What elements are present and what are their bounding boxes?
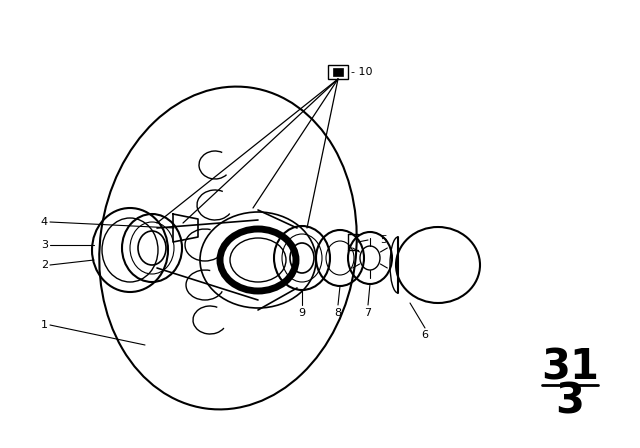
Bar (333, 68, 343, 76)
Text: 4: 4 (41, 217, 48, 227)
Text: - 10: - 10 (351, 67, 372, 77)
Text: 3: 3 (556, 381, 584, 423)
Text: 8: 8 (335, 308, 342, 318)
Text: 31: 31 (541, 347, 599, 389)
Bar (328, 65, 348, 79)
Text: 9: 9 (298, 308, 305, 318)
Text: 7: 7 (364, 308, 372, 318)
Text: 5: 5 (380, 235, 387, 245)
Text: 3: 3 (41, 240, 48, 250)
Text: 6: 6 (422, 330, 429, 340)
Text: 2: 2 (41, 260, 48, 270)
Text: 1: 1 (41, 320, 48, 330)
